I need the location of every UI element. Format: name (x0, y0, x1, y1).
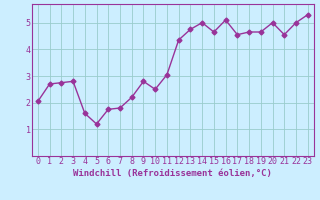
X-axis label: Windchill (Refroidissement éolien,°C): Windchill (Refroidissement éolien,°C) (73, 169, 272, 178)
